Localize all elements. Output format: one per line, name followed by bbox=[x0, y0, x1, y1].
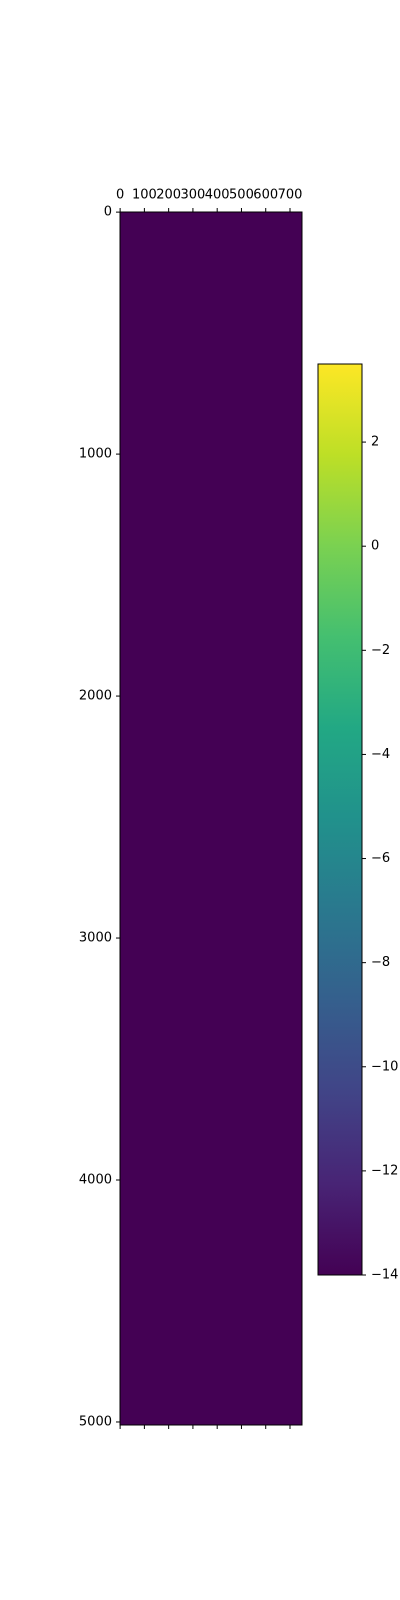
colorbar-tick-label: −8 bbox=[371, 955, 390, 970]
colorbar-tick-label: −12 bbox=[371, 1163, 398, 1178]
colorbar-tick-label: −10 bbox=[371, 1059, 398, 1074]
y-tick-label: 0 bbox=[104, 205, 112, 220]
colorbar-tick-label: −6 bbox=[371, 851, 390, 866]
heatmap-cell bbox=[120, 212, 302, 1425]
plot-frame bbox=[119, 211, 303, 1426]
y-tick-label: 4000 bbox=[79, 1173, 112, 1188]
y-tick-label: 5000 bbox=[79, 1414, 112, 1429]
colorbar-tick-label: −2 bbox=[371, 643, 390, 658]
x-tick-label: 400 bbox=[205, 188, 230, 203]
colorbar-tick-label: 0 bbox=[371, 539, 379, 554]
colorbar-tick-label: 2 bbox=[371, 435, 379, 450]
colorbar-tick-label: −14 bbox=[371, 1268, 398, 1283]
x-tick-label: 600 bbox=[253, 188, 278, 203]
y-tick-label: 2000 bbox=[79, 689, 112, 704]
colorbar bbox=[317, 363, 363, 1276]
x-tick-label: 500 bbox=[229, 188, 254, 203]
x-tick-label: 100 bbox=[132, 188, 157, 203]
x-tick-label: 0 bbox=[116, 188, 124, 203]
y-tick-label: 3000 bbox=[79, 931, 112, 946]
y-tick-label: 1000 bbox=[79, 447, 112, 462]
x-tick-label: 300 bbox=[181, 188, 206, 203]
x-tick-label: 700 bbox=[278, 188, 303, 203]
colorbar-tick-label: −4 bbox=[371, 747, 390, 762]
x-tick-label: 200 bbox=[156, 188, 181, 203]
